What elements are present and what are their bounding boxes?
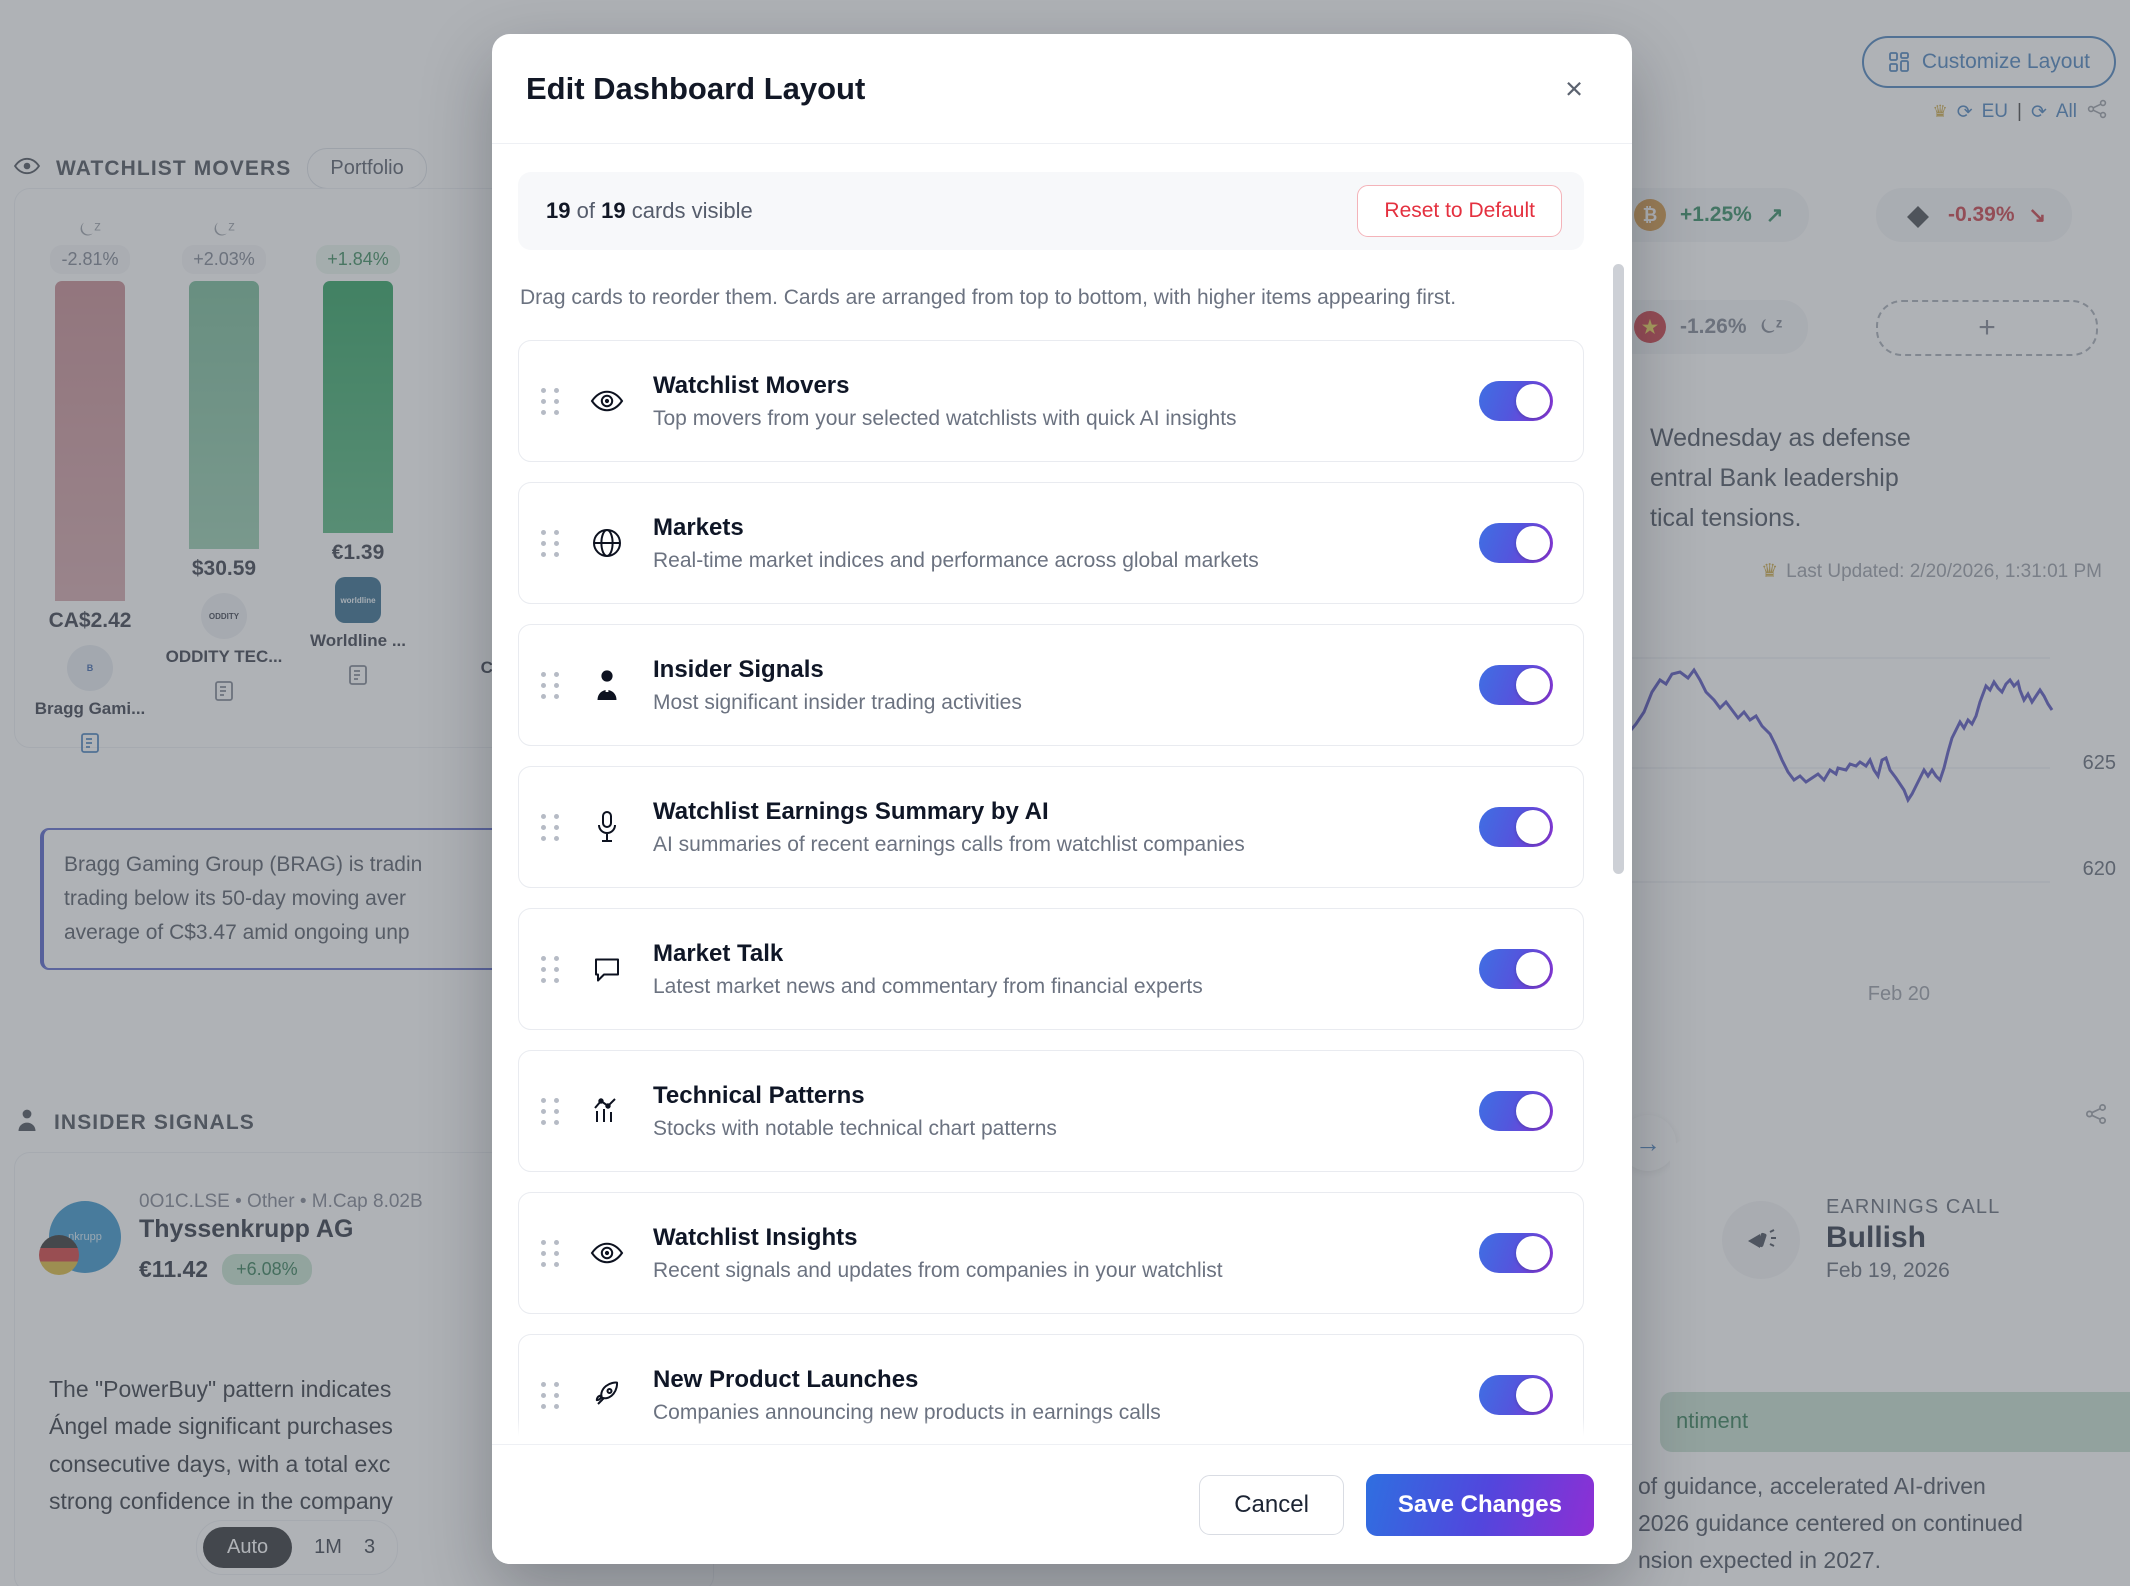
card-title: Market Talk bbox=[653, 939, 784, 967]
card-title: New Product Launches bbox=[653, 1365, 919, 1393]
card-row[interactable]: Markets Real-time market indices and per… bbox=[518, 482, 1584, 604]
card-title: Watchlist Movers bbox=[653, 371, 850, 399]
chat-bubble-icon bbox=[587, 954, 627, 984]
globe-icon bbox=[587, 527, 627, 559]
card-title: Markets bbox=[653, 513, 744, 541]
drag-handle[interactable] bbox=[541, 671, 567, 699]
card-title: Technical Patterns bbox=[653, 1081, 865, 1109]
card-title: Insider Signals bbox=[653, 655, 824, 683]
card-visibility-toggle[interactable] bbox=[1479, 1091, 1553, 1131]
card-row[interactable]: Watchlist Earnings Summary by AI AI summ… bbox=[518, 766, 1584, 888]
card-description: AI summaries of recent earnings calls fr… bbox=[653, 832, 1245, 856]
card-row[interactable]: Technical Patterns Stocks with notable t… bbox=[518, 1050, 1584, 1172]
card-row[interactable]: Insider Signals Most significant insider… bbox=[518, 624, 1584, 746]
scroll-fade bbox=[492, 1418, 1632, 1444]
card-title: Watchlist Earnings Summary by AI bbox=[653, 797, 1049, 825]
card-description: Companies announcing new products in ear… bbox=[653, 1400, 1161, 1424]
drag-handle[interactable] bbox=[541, 813, 567, 841]
cards-scroll-area[interactable]: 19 of 19 cards visible Reset to Default … bbox=[518, 172, 1598, 1444]
card-row[interactable]: Watchlist Insights Recent signals and up… bbox=[518, 1192, 1584, 1314]
visible-count-text: 19 of 19 cards visible bbox=[546, 198, 753, 224]
card-description: Top movers from your selected watchlists… bbox=[653, 406, 1237, 430]
close-icon[interactable]: × bbox=[1564, 71, 1584, 106]
card-visibility-toggle[interactable] bbox=[1479, 1375, 1553, 1415]
eye-icon bbox=[587, 1241, 627, 1265]
card-visibility-toggle[interactable] bbox=[1479, 665, 1553, 705]
rocket-icon bbox=[587, 1380, 627, 1410]
chart-pattern-icon bbox=[587, 1096, 627, 1126]
reorder-hint: Drag cards to reorder them. Cards are ar… bbox=[520, 286, 1457, 309]
reset-to-default-button[interactable]: Reset to Default bbox=[1357, 185, 1562, 237]
drag-handle[interactable] bbox=[541, 387, 567, 415]
user-tie-icon bbox=[587, 669, 627, 701]
save-changes-button[interactable]: Save Changes bbox=[1365, 1473, 1594, 1536]
drag-handle[interactable] bbox=[541, 1239, 567, 1267]
card-title: Watchlist Insights bbox=[653, 1223, 858, 1251]
microphone-icon bbox=[587, 810, 627, 844]
dialog-header: Edit Dashboard Layout × bbox=[492, 34, 1632, 144]
dialog-body: 19 of 19 cards visible Reset to Default … bbox=[492, 144, 1632, 1444]
card-row[interactable]: Watchlist Movers Top movers from your se… bbox=[518, 340, 1584, 462]
vertical-scrollbar[interactable] bbox=[1613, 264, 1624, 874]
visible-count-of: of bbox=[576, 198, 595, 223]
card-visibility-toggle[interactable] bbox=[1479, 807, 1553, 847]
card-description: Recent signals and updates from companie… bbox=[653, 1258, 1223, 1282]
card-description: Most significant insider trading activit… bbox=[653, 690, 1022, 714]
drag-handle[interactable] bbox=[541, 1097, 567, 1125]
visible-count-current: 19 bbox=[546, 198, 571, 223]
visible-count-suffix: cards visible bbox=[631, 198, 753, 223]
drag-handle[interactable] bbox=[541, 1381, 567, 1409]
dialog-title: Edit Dashboard Layout bbox=[526, 70, 866, 106]
drag-handle[interactable] bbox=[541, 955, 567, 983]
edit-dashboard-layout-dialog: Edit Dashboard Layout × 19 of 19 cards v… bbox=[492, 34, 1632, 1564]
card-visibility-toggle[interactable] bbox=[1479, 1233, 1553, 1273]
card-visibility-toggle[interactable] bbox=[1479, 381, 1553, 421]
card-row[interactable]: Market Talk Latest market news and comme… bbox=[518, 908, 1584, 1030]
drag-handle[interactable] bbox=[541, 529, 567, 557]
card-description: Latest market news and commentary from f… bbox=[653, 974, 1203, 998]
eye-icon bbox=[587, 389, 627, 413]
card-description: Real-time market indices and performance… bbox=[653, 548, 1259, 572]
visible-count-bar: 19 of 19 cards visible Reset to Default bbox=[518, 172, 1584, 250]
card-visibility-toggle[interactable] bbox=[1479, 523, 1553, 563]
dialog-footer: Cancel Save Changes bbox=[492, 1444, 1632, 1564]
cancel-button[interactable]: Cancel bbox=[1199, 1474, 1344, 1535]
card-description: Stocks with notable technical chart patt… bbox=[653, 1116, 1057, 1140]
card-visibility-toggle[interactable] bbox=[1479, 949, 1553, 989]
visible-count-total: 19 bbox=[601, 198, 626, 223]
